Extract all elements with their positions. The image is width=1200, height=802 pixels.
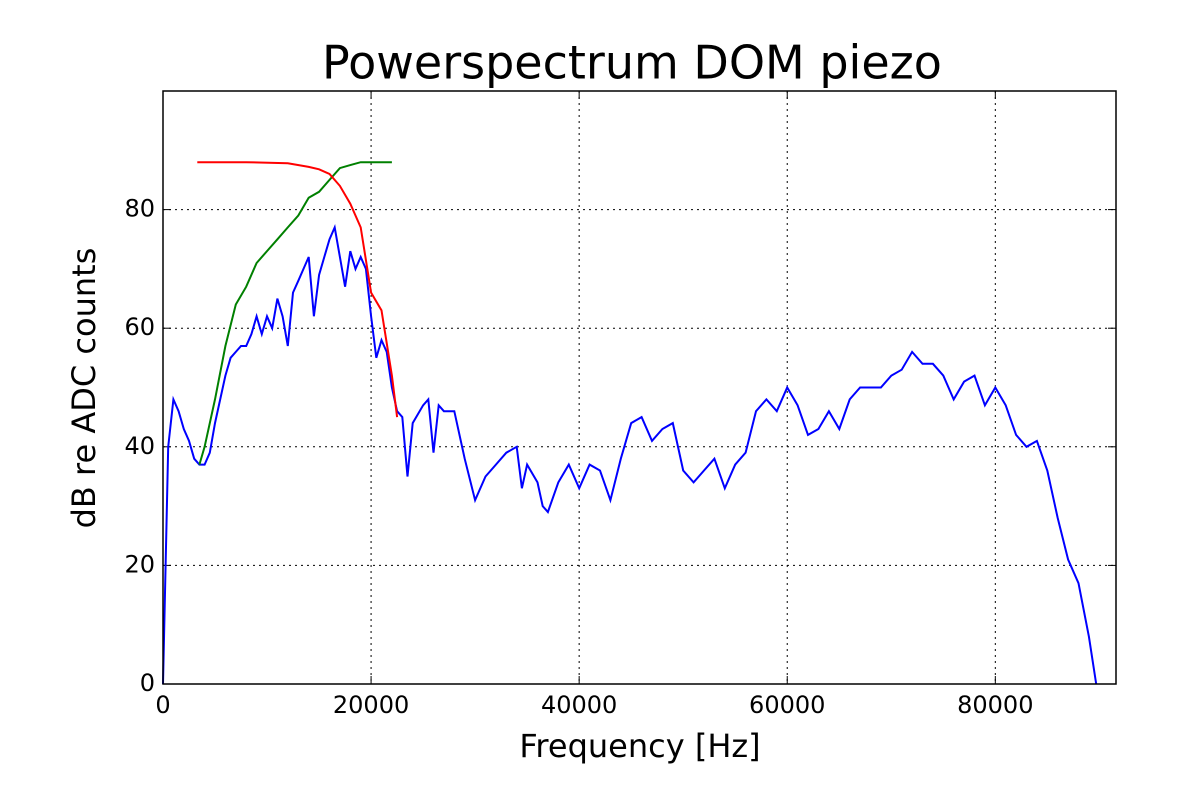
plot-frame: [162, 90, 1117, 685]
line-series: [162, 223, 1098, 685]
y-tick-label: 80: [124, 195, 155, 223]
x-tick-label: 0: [155, 691, 170, 719]
x-axis-label: Frequency [Hz]: [519, 727, 760, 765]
line-series: [197, 161, 399, 418]
x-tick-label: 40000: [541, 691, 617, 719]
x-tick-label: 60000: [749, 691, 825, 719]
line-series: [198, 161, 392, 465]
y-axis-label: dB re ADC counts: [65, 248, 103, 529]
x-tick-label: 80000: [957, 691, 1033, 719]
y-tick-label: 20: [124, 550, 155, 578]
y-tick-label: 60: [124, 313, 155, 341]
y-tick-label: 40: [124, 432, 155, 460]
chart-title: Powerspectrum DOM piezo: [322, 36, 942, 90]
x-tick-label: 20000: [333, 691, 409, 719]
y-tick-label: 0: [140, 669, 155, 697]
